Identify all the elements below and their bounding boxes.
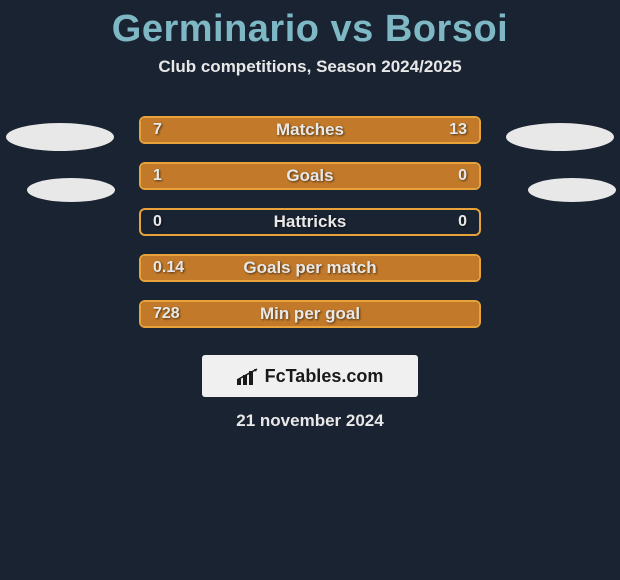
- stat-val-right: 0: [458, 164, 467, 188]
- stat-row-min-per-goal: 728 Min per goal: [0, 291, 620, 337]
- stat-val-right: 13: [449, 118, 467, 142]
- stat-label: Goals per match: [141, 256, 479, 280]
- stat-bar: 728 Min per goal: [139, 300, 481, 328]
- source-badge: FcTables.com: [202, 355, 418, 397]
- source-badge-text: FcTables.com: [265, 366, 384, 387]
- stat-row-hattricks: 0 Hattricks 0: [0, 199, 620, 245]
- subtitle: Club competitions, Season 2024/2025: [0, 57, 620, 77]
- date-label: 21 november 2024: [0, 411, 620, 431]
- stat-bar: 0 Hattricks 0: [139, 208, 481, 236]
- bar-chart-icon: [237, 367, 259, 385]
- stat-row-goals-per-match: 0.14 Goals per match: [0, 245, 620, 291]
- stat-label: Min per goal: [141, 302, 479, 326]
- stat-row-matches: 7 Matches 13: [0, 107, 620, 153]
- page-title: Germinario vs Borsoi: [0, 8, 620, 51]
- comparison-infographic: Germinario vs Borsoi Club competitions, …: [0, 0, 620, 431]
- stat-bar: 0.14 Goals per match: [139, 254, 481, 282]
- stat-label: Matches: [141, 118, 479, 142]
- stat-label: Goals: [141, 164, 479, 188]
- stat-val-right: 0: [458, 210, 467, 234]
- stat-row-goals: 1 Goals 0: [0, 153, 620, 199]
- stat-bar: 7 Matches 13: [139, 116, 481, 144]
- stat-bar: 1 Goals 0: [139, 162, 481, 190]
- stat-label: Hattricks: [141, 210, 479, 234]
